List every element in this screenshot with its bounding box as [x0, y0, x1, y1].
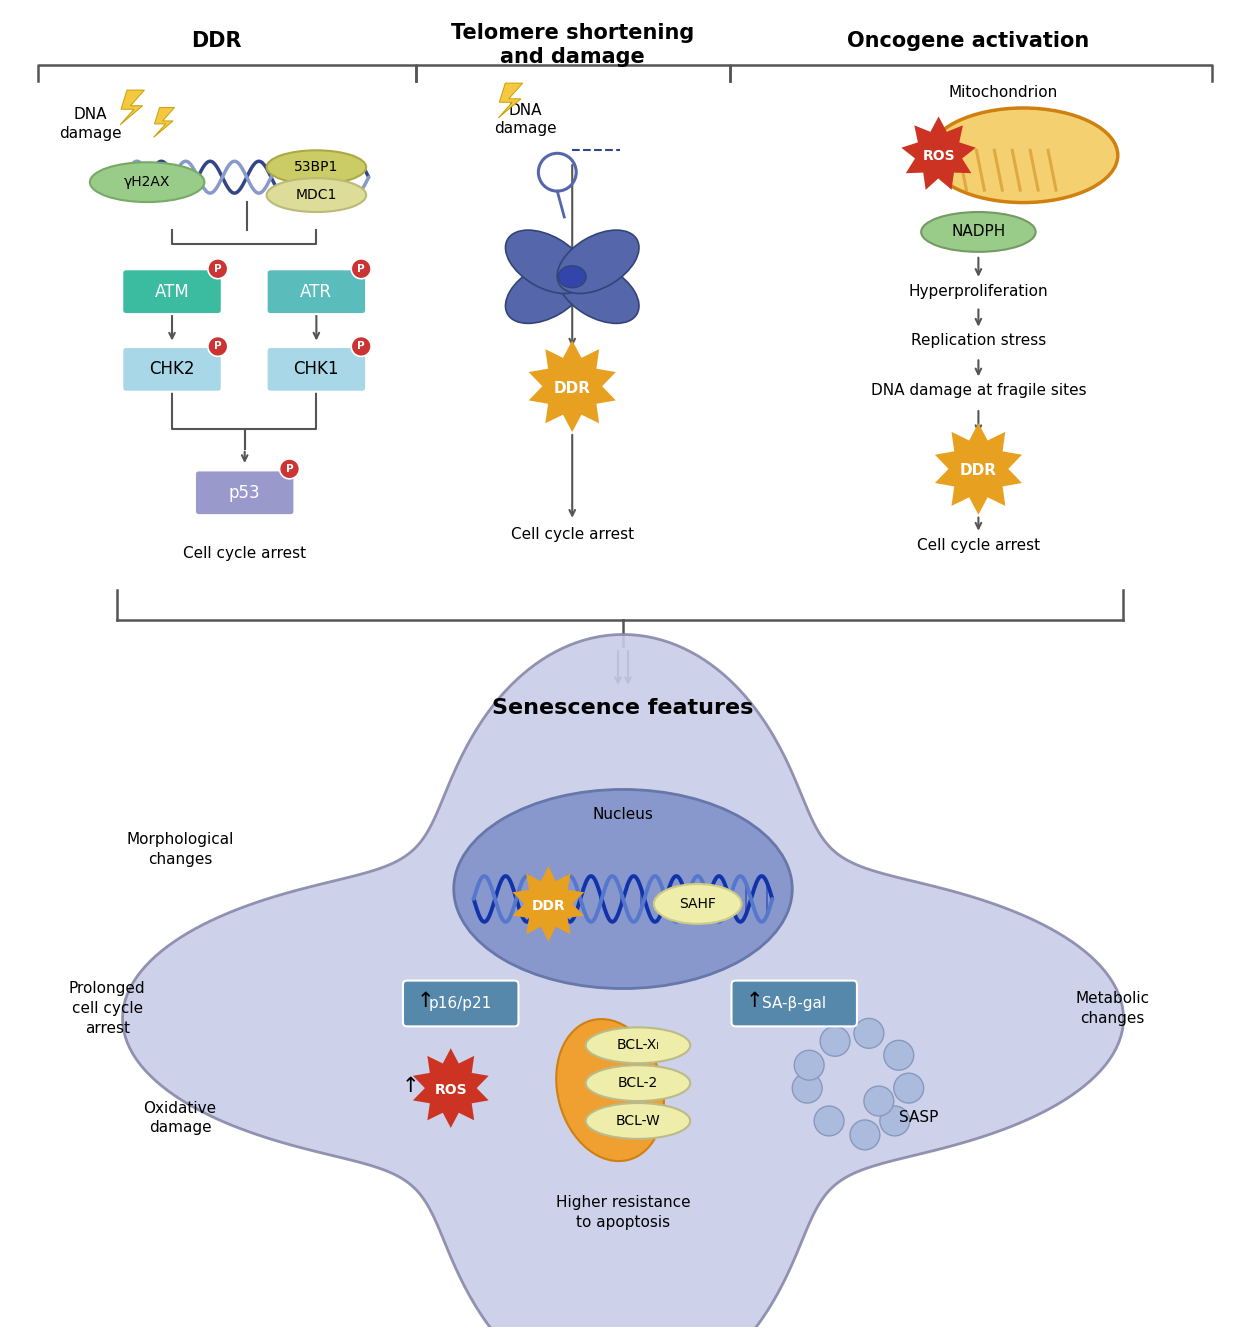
- FancyBboxPatch shape: [402, 980, 518, 1027]
- FancyBboxPatch shape: [731, 980, 857, 1027]
- Ellipse shape: [586, 1065, 690, 1101]
- Ellipse shape: [454, 790, 792, 988]
- Circle shape: [351, 259, 371, 279]
- Text: Replication stress: Replication stress: [911, 334, 1047, 348]
- Text: DDR: DDR: [192, 31, 242, 51]
- Text: ATR: ATR: [300, 283, 333, 301]
- Polygon shape: [122, 634, 1124, 1330]
- Text: Mitochondrion: Mitochondrion: [948, 85, 1058, 100]
- Text: ROS: ROS: [435, 1083, 467, 1097]
- Circle shape: [814, 1107, 844, 1136]
- Polygon shape: [120, 90, 145, 125]
- Text: BCL-Xₗ: BCL-Xₗ: [617, 1039, 659, 1052]
- Polygon shape: [153, 108, 174, 137]
- Text: DDR: DDR: [959, 463, 997, 479]
- Text: SASP: SASP: [898, 1111, 938, 1125]
- Text: DDR: DDR: [553, 380, 591, 396]
- FancyBboxPatch shape: [267, 347, 366, 392]
- Circle shape: [208, 336, 228, 356]
- Text: DNA damage at fragile sites: DNA damage at fragile sites: [871, 383, 1087, 398]
- Ellipse shape: [586, 1103, 690, 1138]
- Text: MDC1: MDC1: [295, 188, 338, 202]
- Text: Nucleus: Nucleus: [593, 807, 653, 822]
- Text: Cell cycle arrest: Cell cycle arrest: [511, 527, 634, 541]
- Circle shape: [893, 1073, 923, 1103]
- Polygon shape: [901, 117, 976, 190]
- Text: p16/p21: p16/p21: [429, 996, 492, 1011]
- Text: ATM: ATM: [155, 283, 189, 301]
- Circle shape: [279, 459, 299, 479]
- Ellipse shape: [928, 108, 1118, 202]
- Text: ROS: ROS: [922, 149, 954, 164]
- Text: γH2AX: γH2AX: [123, 176, 171, 189]
- Text: Telomere shortening
and damage: Telomere shortening and damage: [451, 23, 694, 66]
- Text: P: P: [214, 342, 222, 351]
- FancyBboxPatch shape: [267, 269, 366, 314]
- Ellipse shape: [556, 1019, 664, 1161]
- Text: SAHF: SAHF: [679, 896, 716, 911]
- Text: P: P: [358, 263, 365, 274]
- Text: Oncogene activation: Oncogene activation: [847, 31, 1089, 51]
- Text: Metabolic
changes: Metabolic changes: [1075, 991, 1150, 1025]
- Circle shape: [863, 1087, 893, 1116]
- Text: SA-β-gal: SA-β-gal: [763, 996, 826, 1011]
- Circle shape: [820, 1027, 850, 1056]
- Ellipse shape: [267, 178, 366, 211]
- Text: ↑: ↑: [417, 991, 435, 1012]
- Text: ↑: ↑: [745, 991, 763, 1012]
- Ellipse shape: [267, 150, 366, 184]
- Ellipse shape: [921, 211, 1035, 251]
- Ellipse shape: [506, 259, 587, 323]
- Circle shape: [850, 1120, 880, 1150]
- Text: Hyperproliferation: Hyperproliferation: [908, 283, 1048, 299]
- Circle shape: [880, 1107, 910, 1136]
- Text: BCL-2: BCL-2: [618, 1076, 658, 1091]
- Polygon shape: [528, 340, 616, 432]
- Text: DDR: DDR: [532, 899, 566, 912]
- Circle shape: [208, 259, 228, 279]
- Circle shape: [794, 1051, 824, 1080]
- Text: CHK2: CHK2: [150, 360, 194, 378]
- Text: CHK1: CHK1: [294, 360, 339, 378]
- FancyBboxPatch shape: [122, 269, 222, 314]
- Text: ↑: ↑: [402, 1076, 420, 1096]
- Text: Oxidative
damage: Oxidative damage: [143, 1100, 217, 1136]
- Text: Cell cycle arrest: Cell cycle arrest: [917, 537, 1040, 552]
- Text: P: P: [214, 263, 222, 274]
- Text: P: P: [358, 342, 365, 351]
- Text: 53BP1: 53BP1: [294, 160, 339, 174]
- Polygon shape: [412, 1048, 488, 1128]
- Ellipse shape: [90, 162, 204, 202]
- Text: p53: p53: [229, 484, 260, 501]
- Text: NADPH: NADPH: [951, 225, 1006, 239]
- Ellipse shape: [654, 884, 741, 924]
- Text: P: P: [285, 464, 293, 473]
- Ellipse shape: [586, 1027, 690, 1063]
- Text: Prolonged
cell cycle
arrest: Prolonged cell cycle arrest: [69, 982, 146, 1036]
- Circle shape: [883, 1040, 913, 1071]
- Text: BCL-W: BCL-W: [616, 1115, 660, 1128]
- Circle shape: [792, 1073, 822, 1103]
- Text: Morphological
changes: Morphological changes: [126, 831, 234, 867]
- Ellipse shape: [558, 266, 586, 287]
- Text: Higher resistance
to apoptosis: Higher resistance to apoptosis: [556, 1196, 690, 1230]
- FancyBboxPatch shape: [122, 347, 222, 392]
- Text: Cell cycle arrest: Cell cycle arrest: [183, 545, 307, 560]
- Circle shape: [351, 336, 371, 356]
- Ellipse shape: [557, 230, 639, 294]
- Text: DNA
damage: DNA damage: [59, 108, 122, 141]
- Polygon shape: [498, 82, 523, 118]
- FancyBboxPatch shape: [194, 471, 294, 515]
- Ellipse shape: [557, 259, 639, 323]
- Circle shape: [854, 1019, 883, 1048]
- Text: DNA
damage: DNA damage: [495, 102, 557, 136]
- Polygon shape: [934, 423, 1022, 515]
- Ellipse shape: [506, 230, 587, 294]
- Text: Senescence features: Senescence features: [492, 698, 754, 718]
- Polygon shape: [512, 866, 584, 942]
